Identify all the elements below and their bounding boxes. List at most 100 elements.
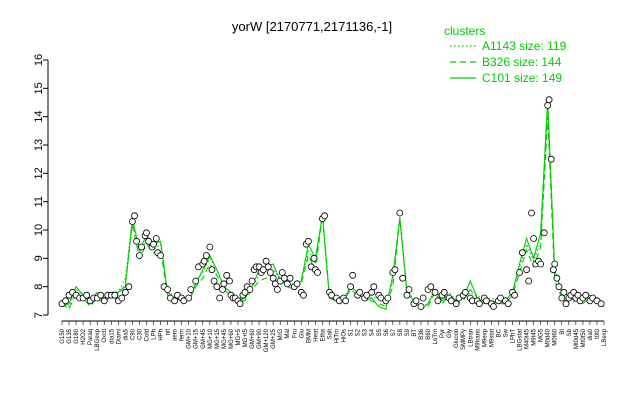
data-point (62, 297, 69, 305)
data-point (545, 96, 553, 104)
data-point (412, 297, 420, 305)
x-tick-label: BMM (306, 329, 312, 343)
data-point (157, 252, 164, 259)
data-point (483, 297, 490, 305)
data-point (246, 286, 254, 293)
x-tick-label: Sw (503, 328, 509, 337)
x-tick-label: Pyr (440, 329, 446, 338)
chart-title: yorW [2170771,2171136,-1] (232, 19, 392, 34)
data-point (202, 252, 210, 259)
data-point (300, 291, 307, 299)
data-point (111, 291, 119, 299)
x-tick-label: Mt0t50 (581, 328, 587, 347)
data-point (248, 277, 256, 285)
x-tick-label: GM+10 (187, 328, 193, 349)
data-point (219, 286, 226, 293)
x-tick-label: H2O2 (81, 328, 87, 344)
x-tick-label: S8 (398, 328, 404, 336)
data-point (560, 288, 568, 296)
x-tick-label: GM+90 (257, 328, 263, 349)
x-tick-label: M9trans (475, 329, 481, 351)
data-point (83, 291, 91, 299)
data-point (262, 257, 270, 265)
data-point (200, 257, 208, 265)
data-point (431, 288, 439, 296)
data-point (553, 274, 561, 282)
data-point (549, 266, 557, 274)
x-tick-label: S7 (391, 328, 397, 336)
x-tick-label: M/G (278, 329, 284, 341)
legend-label-a1143: A1143 size: 119 (482, 39, 567, 53)
y-tick-label: 13 (33, 139, 45, 151)
x-tick-label: B36 (419, 328, 425, 339)
x-tick-label: MG5 (539, 328, 545, 342)
data-point (314, 269, 321, 276)
data-point (497, 294, 504, 302)
data-point (396, 209, 404, 217)
x-tick-label: LBexp (602, 328, 608, 346)
data-point (368, 288, 376, 296)
x-tick-label: S9 (405, 328, 411, 336)
data-point (121, 288, 129, 296)
data-point (187, 286, 195, 293)
x-tick-label: HiTm (335, 329, 341, 343)
x-tick-label: Glucon (454, 329, 460, 348)
x-tick-label: BC (496, 328, 502, 337)
data-point (128, 218, 136, 225)
series-line-dotted (61, 108, 605, 308)
data-point (206, 243, 214, 251)
y-tick-label: 8 (33, 284, 45, 290)
data-point (523, 266, 530, 274)
x-tick-label: nit (166, 329, 172, 336)
data-point (555, 283, 563, 291)
x-tick-label: S5 (377, 328, 383, 336)
y-tick-label: 7 (33, 312, 45, 318)
x-tick-label: S4 (370, 328, 376, 336)
data-point (461, 288, 469, 296)
y-tick-label: 14 (33, 111, 45, 123)
data-point (269, 274, 277, 282)
data-point (216, 294, 224, 302)
data-point (278, 269, 286, 276)
x-tick-label: MG+15 (215, 328, 221, 349)
data-point (100, 297, 108, 305)
x-axis: G150 G135 G180 H2O2 Paraq LBGexp Oxctl dia15 Dia… (60, 320, 608, 352)
x-tick-label: B60 (426, 328, 432, 339)
x-tick-label: LPhT (510, 329, 516, 344)
data-point (452, 300, 460, 308)
data-point (264, 263, 272, 271)
data-point (518, 249, 526, 257)
data-point (516, 269, 523, 276)
data-point (597, 300, 605, 308)
data-point (150, 240, 157, 248)
data-point (544, 101, 552, 109)
data-point (419, 294, 427, 302)
data-point (271, 280, 279, 288)
x-tick-label: Mal (285, 329, 291, 339)
data-point (582, 291, 590, 299)
x-tick-label: Mt0d45 (574, 328, 580, 349)
legend-entry-c101: C101 size: 149 (450, 71, 562, 85)
x-tick-label: BI (560, 329, 566, 335)
data-point (180, 297, 188, 305)
data-point (349, 271, 357, 279)
data-point (562, 300, 570, 308)
data-point (377, 294, 385, 302)
x-tick-label: G180 (74, 328, 80, 343)
data-point (138, 243, 145, 251)
x-tick-label: Gly (447, 329, 453, 338)
data-point (391, 266, 399, 274)
x-tick-label: M9t45 (532, 328, 538, 345)
legend-title: clusters (444, 24, 485, 38)
x-tick-label: M40t45 (525, 328, 531, 349)
data-point (273, 286, 281, 293)
data-point (417, 303, 425, 310)
data-point (310, 254, 318, 262)
data-point (171, 297, 179, 305)
x-tick-label: dia15 (109, 328, 115, 343)
y-tick-label: 12 (33, 167, 45, 179)
x-tick-label: Heat (313, 329, 319, 342)
x-tick-label: HPh (159, 329, 165, 341)
data-point (370, 283, 378, 291)
series-layer (61, 99, 605, 311)
